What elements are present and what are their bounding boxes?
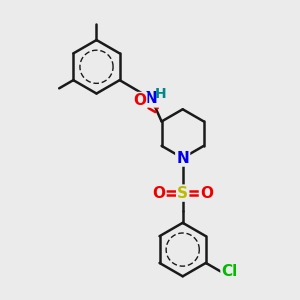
Text: S: S — [177, 186, 188, 201]
Text: N: N — [176, 151, 189, 166]
Text: H: H — [154, 87, 166, 101]
Text: O: O — [133, 93, 146, 108]
Text: Cl: Cl — [221, 264, 238, 279]
Text: O: O — [200, 186, 213, 201]
Text: N: N — [145, 92, 158, 106]
Text: O: O — [152, 186, 165, 201]
